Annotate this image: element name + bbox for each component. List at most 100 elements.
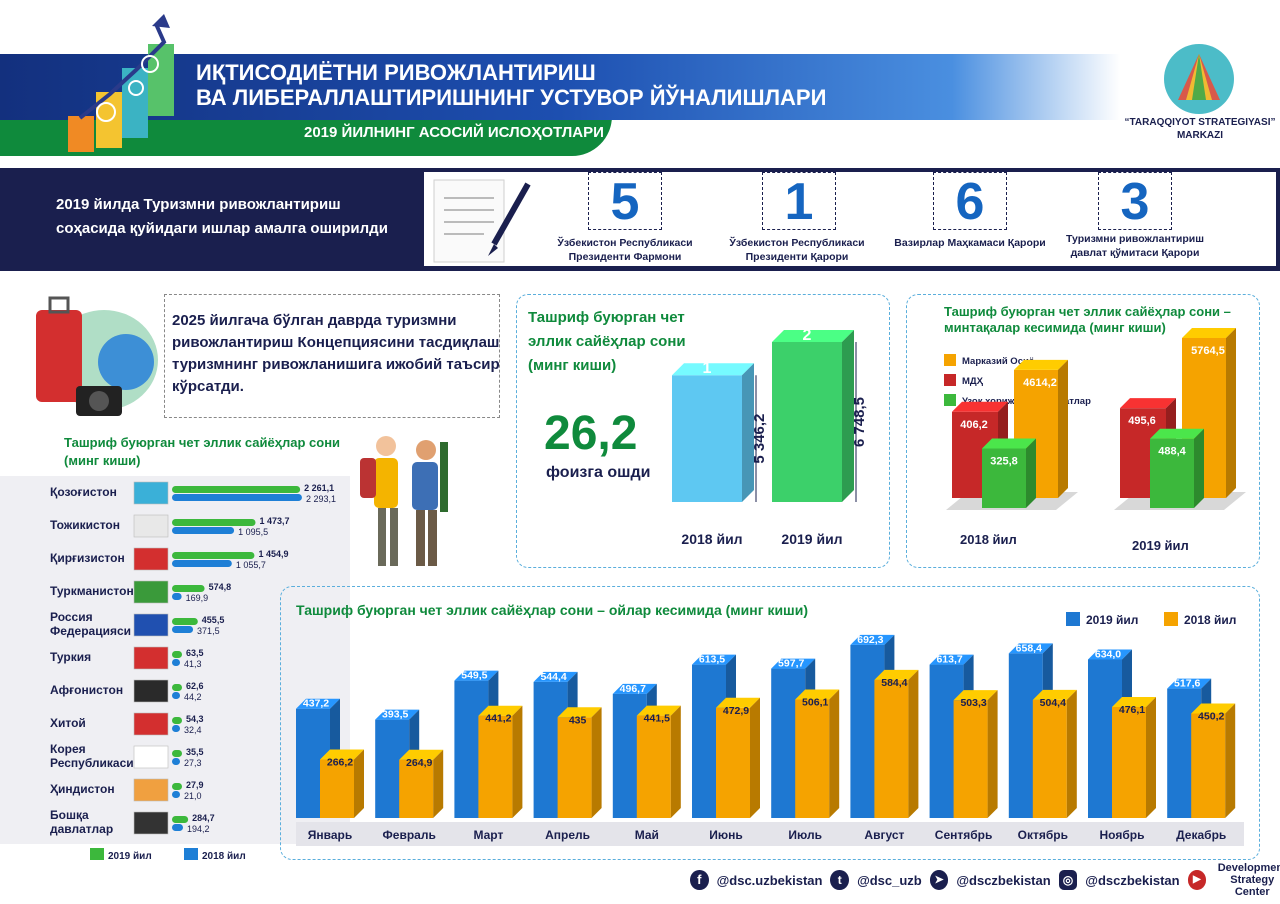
telegram-icon[interactable]: ➤: [929, 870, 949, 890]
region-legend-label: Марказий Осиё: [962, 356, 1034, 367]
stat-value-3: 6: [955, 173, 985, 231]
month-bar-2018-side: [750, 697, 760, 818]
growth-label: фоизга ошди: [546, 464, 651, 481]
country-flag-icon: [133, 580, 169, 604]
bar-2018: [172, 824, 184, 831]
month-value-2019: 393,5: [382, 709, 408, 721]
month-label: Февраль: [383, 828, 436, 842]
total-chart: 1 5 346,2 2018 йил 2 6 748,5 2019 йил: [672, 327, 868, 547]
stat-value-2: 1: [784, 173, 814, 231]
month-bar-2018-top: [557, 707, 602, 718]
travel-suitcase-illustration: [36, 296, 158, 416]
countries-chart-title: Ташриф буюрган чет эллик сайёҳлар сони (…: [64, 435, 341, 468]
month-value-2018: 266,2: [327, 756, 353, 768]
month-bar-2018-top: [320, 749, 364, 760]
region-value-label: 5764,5: [1191, 345, 1225, 357]
month-bar-2018-side: [433, 749, 444, 818]
country-label: Афғонистон: [50, 683, 123, 697]
month-value-2018: 584,4: [881, 677, 907, 689]
twitter-icon[interactable]: t: [830, 870, 850, 890]
facebook-handle[interactable]: @dsc.uzbekistan: [716, 872, 823, 888]
month-bar-2018: [795, 699, 830, 818]
total-bar: [772, 342, 842, 502]
legend-2019-label: 2019 йил: [108, 851, 152, 862]
value-label-2018: 44,2: [184, 692, 202, 702]
country-flag-icon: [133, 811, 169, 835]
cube-mark: 2: [803, 327, 812, 344]
month-label: Август: [864, 828, 904, 842]
value-label-2019: 27,9: [186, 780, 204, 790]
region-bar-central-asia-side: [1058, 359, 1068, 498]
month-label: Октябрь: [1018, 828, 1068, 842]
value-label-2018: 371,5: [197, 626, 220, 636]
month-bar-2018-side: [1225, 703, 1236, 818]
concept-text: 2025 йилгача бўлган даврда туризмни риво…: [172, 312, 500, 395]
month-label: Сентябрь: [935, 828, 993, 842]
countries-chart: Қозоғистон 2 261,12 293,1 Тожикистон 1 473,…: [50, 481, 336, 862]
month-bar-2018-side: [1146, 696, 1156, 818]
total-chart-title: Ташриф буюрган чет эллик сайёҳлар сони (…: [528, 309, 686, 374]
facebook-icon[interactable]: f: [690, 870, 709, 890]
month-value-2018: 441,5: [644, 713, 670, 725]
instagram-handle[interactable]: @dsczbekistan: [1085, 872, 1180, 888]
month-label: Июль: [788, 828, 822, 842]
region-bar-far-abroad: [1150, 438, 1194, 508]
bar-2019: [172, 651, 182, 658]
region-bar-cis-top: [1120, 398, 1176, 409]
month-bar-2019-top: [296, 698, 340, 709]
month-value-2019: 437,2: [303, 698, 329, 710]
header-blue-banner: [0, 54, 1120, 120]
youtube-channel[interactable]: Development Strategy Center: [1214, 862, 1280, 898]
concept-box: [164, 294, 500, 418]
page-title: ИҚТИСОДИЁТНИ РИВОЖЛАНТИРИШ ВА ЛИБЕРАЛЛАШ…: [196, 60, 827, 110]
legend-2019-swatch: [1066, 612, 1080, 626]
month-bar-2018: [320, 759, 354, 818]
total-bar-top: [672, 363, 754, 376]
legend-2019-swatch: [90, 848, 104, 860]
region-value-label: 4614,2: [1023, 377, 1057, 389]
country-flag-icon: [133, 778, 169, 802]
total-value-label: 6 748,5: [851, 397, 868, 447]
month-value-2018: 435: [569, 714, 587, 726]
youtube-line1: Development: [1217, 862, 1280, 874]
value-label-2019: 455,5: [202, 615, 225, 625]
month-value-2018: 503,3: [960, 697, 986, 709]
country-flag-icon: [133, 646, 169, 670]
stat-box-3: 6: [933, 172, 1007, 231]
month-bar-2018: [399, 759, 434, 818]
region-year-label: 2019 йил: [1132, 538, 1189, 553]
region-bar-central-asia-side: [1226, 328, 1236, 498]
value-label-2018: 21,0: [184, 791, 202, 801]
month-bar-2018-side: [354, 749, 364, 818]
instagram-icon[interactable]: ◎: [1058, 870, 1078, 890]
value-label-2018: 1 095,5: [238, 527, 268, 537]
legend-2018-swatch: [1164, 612, 1178, 626]
value-label-2018: 1 055,7: [236, 560, 266, 570]
telegram-handle[interactable]: @dsczbekistan: [956, 872, 1051, 888]
month-value-2019: 658,4: [1016, 642, 1042, 654]
country-flag-icon: [133, 613, 169, 637]
bar-2018: [172, 626, 194, 633]
region-chart-title: Ташриф буюрган чет эллик сайёҳлар сони –…: [944, 304, 1231, 335]
month-value-2019: 634,0: [1095, 649, 1121, 661]
page-subtitle: 2019 ЙИЛНИНГ АСОСИЙ ИСЛОҲОТЛАРИ: [304, 124, 604, 141]
twitter-handle[interactable]: @dsc_uzb: [857, 872, 922, 888]
growth-value: 26,2: [544, 407, 638, 460]
country-flag-icon: [133, 481, 169, 505]
country-label: Қозоғистон: [50, 485, 117, 499]
country-label: Бошқа: [50, 808, 89, 822]
month-bar-2018: [1112, 706, 1146, 818]
month-value-2018: 441,2: [485, 713, 511, 725]
month-label: Июнь: [709, 828, 743, 842]
month-bar-2019-top: [771, 658, 816, 669]
month-bar-2018-side: [512, 705, 523, 818]
stat-box-1: 5: [588, 172, 662, 231]
value-label-2019: 62,6: [186, 681, 204, 691]
month-label: Ноябрь: [1100, 828, 1145, 842]
value-label-2019: 2 261,1: [304, 483, 334, 493]
value-label-2018: 169,9: [186, 593, 209, 603]
year-label: 2018 йил: [681, 531, 742, 547]
month-bar-2018-side: [908, 669, 919, 818]
total-bar-top: [772, 330, 854, 342]
youtube-icon[interactable]: ▶: [1187, 870, 1207, 890]
